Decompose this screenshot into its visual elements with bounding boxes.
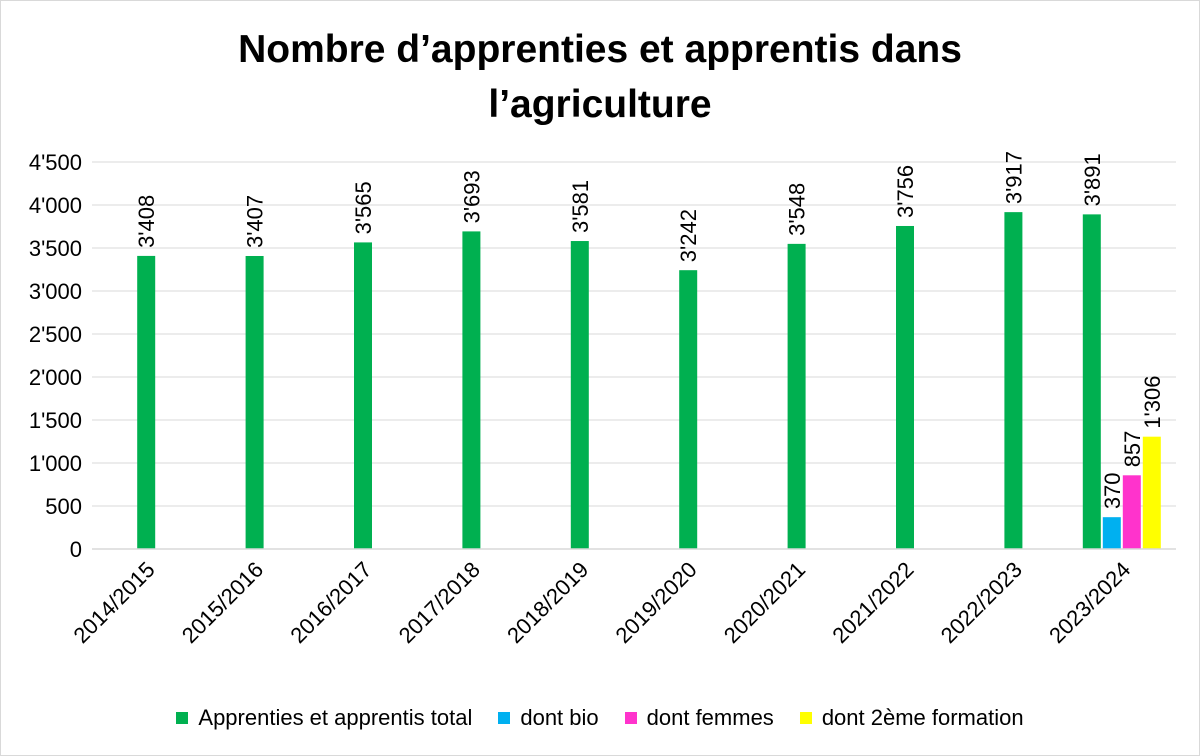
legend-swatch-bio xyxy=(498,712,511,724)
data-label: 1'306 xyxy=(1140,376,1165,429)
data-label: 3'408 xyxy=(134,195,159,248)
x-tick-label: 2022/2023 xyxy=(936,557,1027,648)
y-tick-label: 1'000 xyxy=(29,451,82,476)
bar xyxy=(787,243,806,549)
bar xyxy=(679,270,698,549)
bar-chart: 0 500 1'000 1'500 2'000 2'500 3'000 3'500 4'000 4… xyxy=(29,150,1176,648)
bar xyxy=(1102,517,1121,549)
legend-swatch-total xyxy=(176,712,189,724)
x-tick-label: 2014/2015 xyxy=(69,557,160,648)
chart-legend: Apprenties et apprentis total dont bio d… xyxy=(0,703,1200,733)
y-tick-label: 2'500 xyxy=(29,322,82,347)
legend-swatch-femmes xyxy=(624,712,637,724)
data-label: 3'565 xyxy=(351,181,376,234)
y-tick-label: 2'000 xyxy=(29,365,82,390)
y-tick-label: 4'500 xyxy=(29,150,82,175)
data-label: 3'242 xyxy=(676,209,701,262)
data-label: 3'581 xyxy=(568,180,593,233)
legend-item-total: Apprenties et apprentis total xyxy=(176,705,472,731)
legend-label-2eme-formation: dont 2ème formation xyxy=(821,705,1024,730)
bar xyxy=(1082,214,1101,549)
bar xyxy=(245,255,264,550)
data-label: 3'407 xyxy=(243,195,268,248)
bar xyxy=(896,225,914,549)
legend-item-femmes: dont femmes xyxy=(624,705,774,731)
x-tick-label: 2016/2017 xyxy=(285,557,376,648)
chart-title-line-1: Nombre d’apprenties et apprentis dans xyxy=(238,28,962,71)
data-label: 370 xyxy=(1100,472,1125,509)
legend-label-bio: dont bio xyxy=(520,705,599,730)
data-label: 3'693 xyxy=(459,170,484,223)
legend-label-total: Apprenties et apprentis total xyxy=(198,705,473,730)
legend-item-bio: dont bio xyxy=(498,705,599,731)
bar xyxy=(137,255,156,550)
y-tick-label: 1'500 xyxy=(29,408,82,433)
chart-title-line-2: l’agriculture xyxy=(488,83,712,126)
bar xyxy=(354,242,372,549)
x-tick-label: 2018/2019 xyxy=(502,557,593,648)
x-tick-label: 2021/2022 xyxy=(827,557,918,648)
x-tick-label: 2015/2016 xyxy=(177,557,268,648)
bar xyxy=(570,241,589,549)
y-tick-label: 3'000 xyxy=(29,279,82,304)
data-label: 3'756 xyxy=(893,165,918,218)
bar xyxy=(462,231,481,550)
legend-swatch-2eme-formation xyxy=(799,712,812,724)
legend-label-femmes: dont femmes xyxy=(646,705,774,730)
y-tick-label: 3'500 xyxy=(29,236,82,261)
data-label: 3'917 xyxy=(1001,151,1026,204)
bar xyxy=(1122,475,1141,549)
data-label: 857 xyxy=(1120,431,1145,468)
data-label: 3'548 xyxy=(785,183,810,236)
x-tick-label: 2023/2024 xyxy=(1044,557,1135,648)
y-tick-label: 500 xyxy=(45,494,82,519)
data-label: 3'891 xyxy=(1080,153,1105,206)
x-tick-label: 2020/2021 xyxy=(719,557,810,648)
bar xyxy=(1004,212,1023,549)
x-tick-label: 2019/2020 xyxy=(611,557,702,648)
bar xyxy=(1142,436,1161,549)
y-tick-label: 0 xyxy=(70,537,82,562)
legend-item-2eme-formation: dont 2ème formation xyxy=(799,705,1024,731)
x-tick-label: 2017/2018 xyxy=(394,557,485,648)
y-tick-label: 4'000 xyxy=(29,193,82,218)
